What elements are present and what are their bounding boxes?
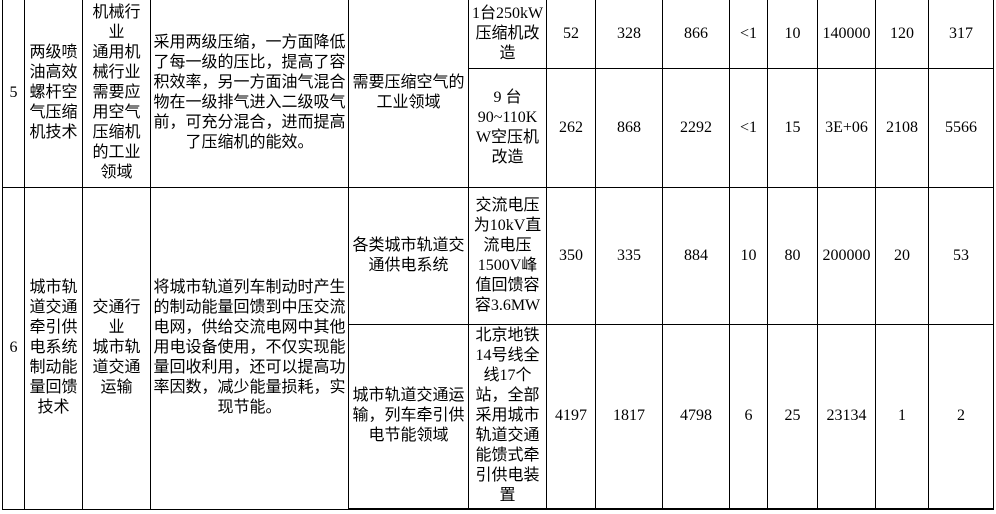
cell-metric: 80 (767, 186, 818, 325)
cell-application-area: 需要压缩空气的工业领域 (348, 0, 469, 188)
cell-industry: 交通行业 城市轨道交通运输 (82, 186, 151, 510)
cell-metric: 23134 (817, 323, 876, 510)
cell-metric: 120 (875, 0, 929, 69)
cell-metric: <1 (729, 0, 768, 69)
cell-metric: 20 (875, 186, 929, 325)
table-row: 6 城市轨道交通牵引供电系统制动能量回馈技术 交通行业 城市轨道交通运输 将城市… (2, 186, 994, 510)
cell-serial-number: 5 (2, 0, 25, 188)
cell-project-case: 1台250kW压缩机改造 (468, 0, 547, 69)
cell-metric: 262 (546, 67, 596, 188)
cell-metric: 10 (767, 0, 818, 69)
cell-metric: 5566 (928, 67, 994, 188)
cell-metric: 200000 (817, 186, 876, 325)
cell-metric: 317 (928, 0, 994, 69)
cell-project-case: 北京地铁14号线全线17个站，全部采用城市轨道交通能馈式牵引供电装置 (468, 323, 547, 510)
cell-tech-name: 城市轨道交通牵引供电系统制动能量回馈技术 (24, 186, 83, 510)
cell-metric: 4197 (546, 323, 596, 510)
cell-metric: 140000 (817, 0, 876, 69)
cell-metric: 6 (729, 323, 768, 510)
cell-project-case: 9 台90~110KW空压机改造 (468, 67, 547, 188)
cell-application-area: 城市轨道交通运输，列车牵引供电节能领域 (348, 323, 469, 510)
cell-tech-name: 两级喷油高效螺杆空气压缩机技术 (24, 0, 83, 188)
cell-industry: 机械行业 通用机械行业需要应用空气压缩机的工业领域 (82, 0, 151, 188)
table-row: 9 台90~110KW空压机改造 262 868 2292 <1 15 3E+0… (3, 67, 994, 188)
cell-metric: 25 (767, 323, 818, 510)
cell-metric: 52 (546, 0, 596, 69)
cell-metric: 10 (729, 186, 768, 325)
cell-metric: 328 (595, 0, 663, 69)
cell-metric: 868 (595, 67, 663, 188)
cell-metric: 335 (595, 186, 663, 325)
cell-metric: 3E+06 (817, 67, 876, 188)
cell-metric: 4798 (662, 323, 730, 510)
cell-serial-number: 6 (2, 186, 25, 510)
cell-metric: <1 (729, 67, 768, 188)
cell-metric: 2 (928, 323, 994, 510)
table-row: 城市轨道交通运输，列车牵引供电节能领域 北京地铁14号线全线17个站，全部采用城… (3, 323, 994, 510)
cell-metric: 350 (546, 186, 596, 325)
cell-metric: 53 (928, 186, 994, 325)
cell-metric: 2108 (875, 67, 929, 188)
cell-metric: 866 (662, 0, 730, 69)
cell-project-case: 交流电压为10kV直流电压1500V峰值回馈容容3.6MW (468, 186, 547, 325)
cell-metric: 2292 (662, 67, 730, 188)
cell-metric: 1817 (595, 323, 663, 510)
cell-application-area: 各类城市轨道交通供电系统 (348, 186, 469, 325)
cell-metric: 15 (767, 67, 818, 188)
cell-metric: 884 (662, 186, 730, 325)
cell-tech-description: 将城市轨道列车制动时产生的制动能量回馈到中压交流电网，供给交流电网中其他用电设备… (150, 186, 349, 510)
table-row: 5 两级喷油高效螺杆空气压缩机技术 机械行业 通用机械行业需要应用空气压缩机的工… (2, 0, 994, 188)
cell-metric: 1 (875, 323, 929, 510)
cell-tech-description: 采用两级压缩，一方面降低了每一级的压比，提高了容积效率，另一方面油气混合物在一级… (150, 0, 349, 188)
